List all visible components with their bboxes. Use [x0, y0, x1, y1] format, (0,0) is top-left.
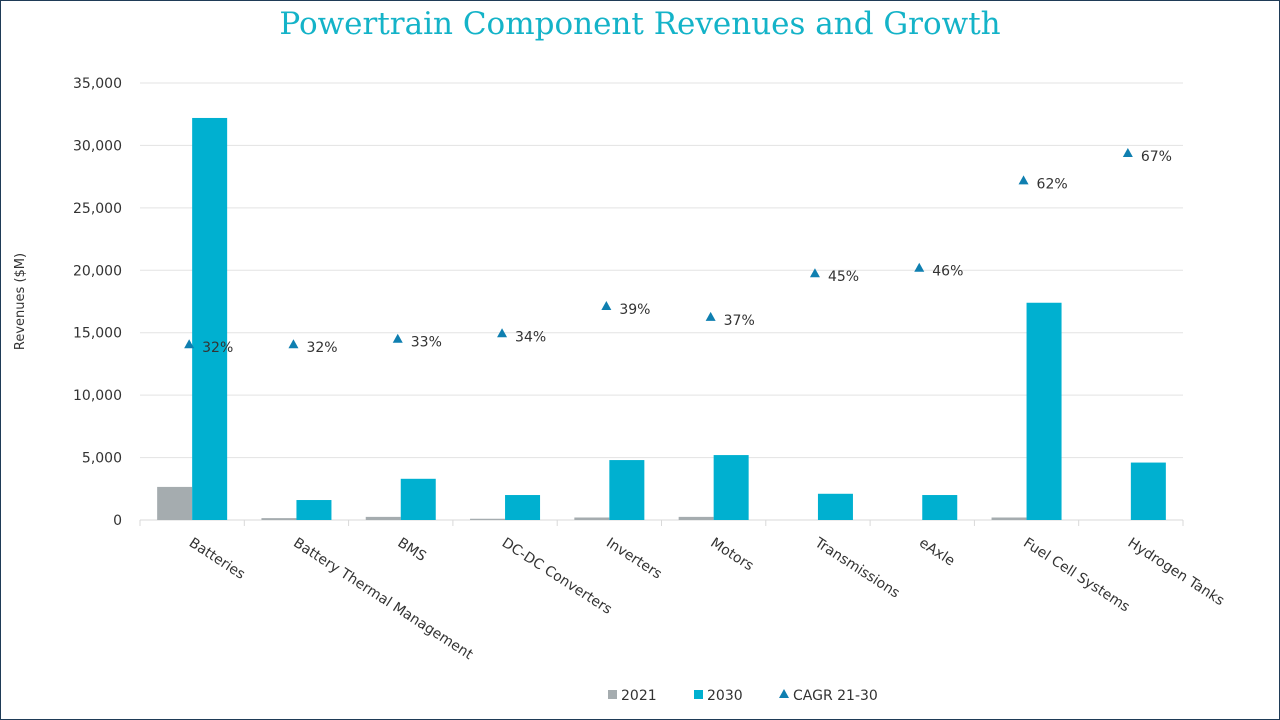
- cagr-label: 62%: [1037, 176, 1068, 192]
- bar-2021: [365, 516, 401, 520]
- y-tick-label: 25,000: [73, 201, 122, 217]
- cagr-marker: [1122, 148, 1133, 158]
- bar-2030: [922, 495, 958, 520]
- legend-swatch: [608, 690, 617, 699]
- cagr-label: 46%: [932, 264, 963, 280]
- cagr-label: 45%: [828, 269, 859, 285]
- x-tick-label: Battery Thermal Management: [290, 535, 476, 663]
- x-tick-label: Motors: [707, 535, 756, 574]
- chart-title: Powertrain Component Revenues and Growth: [279, 6, 1001, 42]
- cagr-marker: [914, 262, 925, 272]
- cagr-marker: [184, 339, 195, 349]
- bar-2030: [1026, 302, 1062, 520]
- bar-2030: [713, 455, 749, 520]
- x-tick-label: DC-DC Converters: [499, 535, 615, 618]
- cagr-marker: [497, 328, 508, 338]
- cagr-marker: [705, 311, 716, 321]
- bar-2021: [678, 516, 714, 520]
- cagr-label: 67%: [1141, 149, 1172, 165]
- bar-2030: [609, 460, 645, 520]
- y-tick-label: 10,000: [73, 388, 122, 404]
- y-tick-label: 0: [113, 513, 122, 529]
- cagr-marker: [288, 339, 299, 349]
- y-tick-label: 30,000: [73, 138, 122, 154]
- bar-2030: [1130, 462, 1166, 520]
- x-tick-label: Batteries: [186, 535, 248, 583]
- bar-2030: [192, 117, 228, 521]
- y-axis-label: Revenues ($M): [13, 253, 28, 350]
- cagr-label: 33%: [411, 335, 442, 351]
- x-tick-label: Hydrogen Tanks: [1125, 535, 1227, 609]
- x-tick-label: Transmissions: [811, 534, 903, 601]
- bar-2021: [991, 517, 1027, 520]
- cagr-marker: [809, 268, 820, 278]
- y-tick-label: 35,000: [73, 76, 122, 92]
- x-tick-label: Fuel Cell Systems: [1020, 535, 1132, 616]
- cagr-label: 32%: [306, 340, 337, 356]
- cagr-marker: [1018, 175, 1029, 185]
- cagr-marker: [392, 333, 403, 343]
- bar-2021: [261, 518, 297, 520]
- bar-2021: [157, 486, 193, 520]
- bar-2030: [505, 495, 541, 520]
- cagr-label: 37%: [724, 313, 755, 329]
- cagr-marker: [601, 300, 612, 310]
- legend-label: CAGR 21-30: [793, 688, 878, 704]
- bar-2030: [817, 493, 853, 520]
- y-tick-label: 20,000: [73, 263, 122, 279]
- x-tick-label: Inverters: [603, 535, 664, 583]
- bar-2030: [296, 500, 332, 520]
- y-tick-label: 15,000: [73, 326, 122, 342]
- legend-swatch: [694, 690, 703, 699]
- cagr-label: 32%: [202, 340, 233, 356]
- x-tick-label: eAxle: [916, 535, 957, 570]
- y-tick-label: 5,000: [82, 451, 122, 467]
- x-tick-label: BMS: [395, 535, 429, 565]
- bar-2021: [574, 517, 610, 520]
- legend-label: 2021: [621, 688, 657, 704]
- legend-marker: [779, 689, 789, 698]
- bar-2021: [470, 518, 506, 520]
- cagr-label: 34%: [515, 329, 546, 345]
- bar-2030: [400, 478, 436, 520]
- legend-label: 2030: [707, 688, 743, 704]
- cagr-label: 39%: [619, 302, 650, 318]
